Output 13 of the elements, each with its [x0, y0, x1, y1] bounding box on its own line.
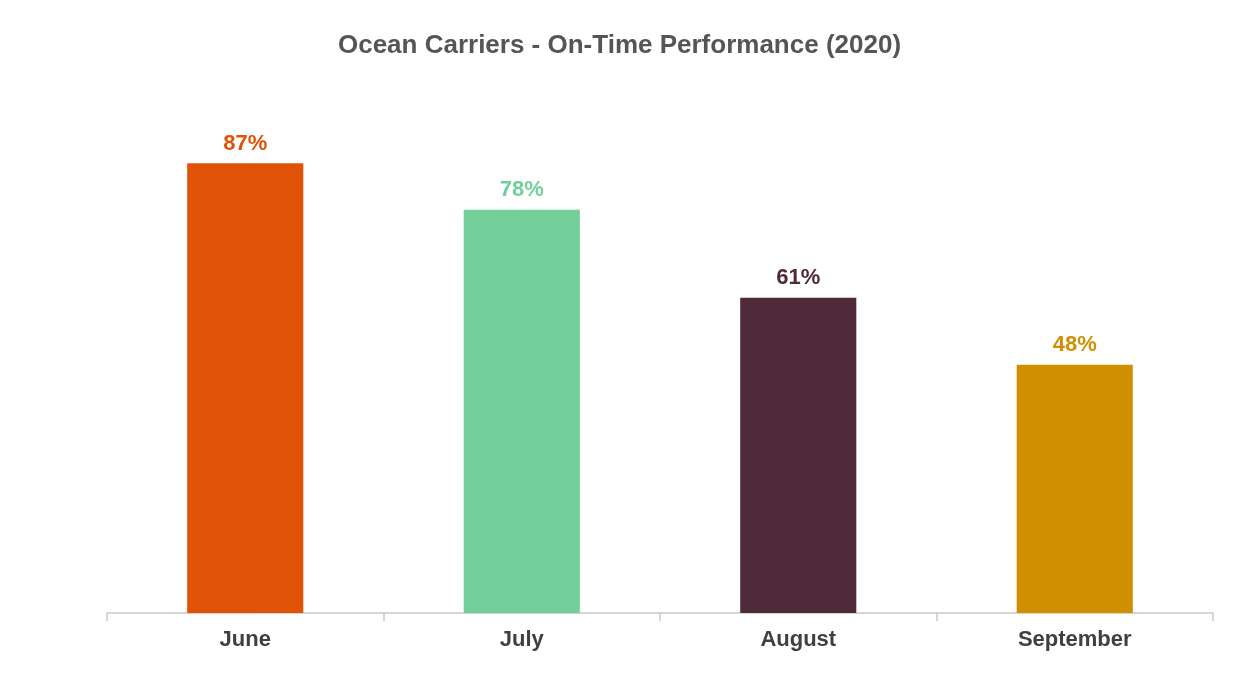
- bar: [187, 163, 304, 613]
- x-tick-label: August: [760, 625, 837, 651]
- chart-title: Ocean Carriers - On-Time Performance (2020): [337, 29, 902, 59]
- x-tick-label: September: [1017, 625, 1133, 651]
- data-label: 48%: [1052, 331, 1097, 357]
- x-tick-label: June: [219, 625, 271, 651]
- data-label: 61%: [776, 264, 821, 290]
- x-tick-label: July: [499, 625, 545, 651]
- bar: [740, 297, 857, 613]
- bar: [1016, 364, 1133, 613]
- bar: [463, 209, 580, 613]
- data-label: 87%: [223, 129, 268, 155]
- data-label: 78%: [499, 176, 544, 202]
